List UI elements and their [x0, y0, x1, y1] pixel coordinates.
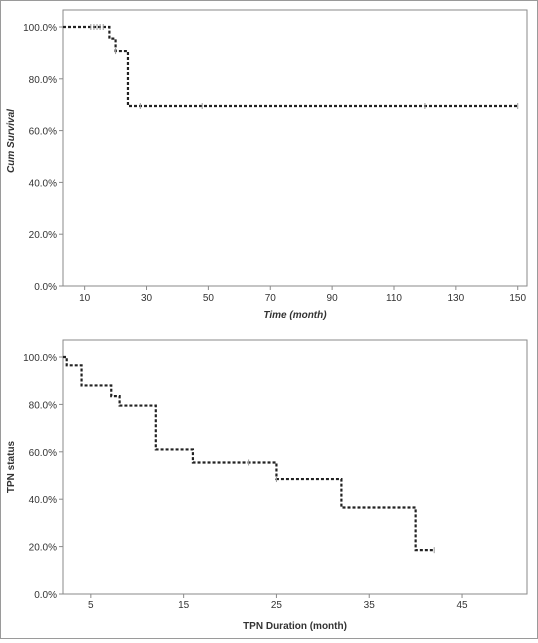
- x-tick-label-1-3: 35: [364, 600, 376, 611]
- y-tick-label-1-5: 100.0%: [23, 353, 57, 364]
- y-axis-title-0: Cum Survival: [6, 109, 17, 173]
- y-tick-label-0-2: 40.0%: [29, 178, 57, 189]
- y-tick-label-1-3: 60.0%: [29, 448, 57, 459]
- x-tick-label-1-4: 45: [456, 600, 468, 611]
- x-tick-label-0-2: 50: [203, 293, 215, 304]
- plot-frame-1: [62, 339, 528, 595]
- survival-step-line-0-0: [63, 25, 518, 108]
- survival-step-line-1-0: [63, 355, 435, 552]
- y-tick-label-0-3: 60.0%: [29, 127, 57, 138]
- x-tick-label-0-4: 90: [327, 293, 339, 304]
- y-tick-label-1-2: 40.0%: [29, 495, 57, 506]
- y-tick-label-1-0: 0.0%: [34, 590, 57, 601]
- x-tick-label-1-1: 15: [178, 600, 190, 611]
- x-tick-label-0-0: 10: [79, 293, 91, 304]
- y-tick-label-0-5: 100.0%: [23, 23, 57, 34]
- y-tick-label-1-1: 20.0%: [29, 543, 57, 554]
- x-tick-label-0-7: 150: [509, 293, 526, 304]
- x-tick-label-0-3: 70: [265, 293, 277, 304]
- x-tick-label-1-2: 25: [271, 600, 283, 611]
- x-tick-label-0-1: 30: [141, 293, 153, 304]
- y-tick-label-0-0: 0.0%: [34, 282, 57, 293]
- y-tick-label-1-4: 80.0%: [29, 400, 57, 411]
- x-axis-title-1: TPN Duration (month): [243, 621, 347, 632]
- y-axis-title-1: TPN status: [6, 440, 17, 493]
- x-tick-label-0-5: 110: [386, 293, 402, 304]
- x-tick-label-1-0: 5: [88, 600, 94, 611]
- y-tick-label-0-1: 20.0%: [29, 230, 57, 241]
- x-axis-title-0: Time (month): [263, 310, 327, 321]
- x-tick-label-0-6: 130: [448, 293, 465, 304]
- y-tick-label-0-4: 80.0%: [29, 75, 57, 86]
- plot-frame-0: [62, 9, 528, 287]
